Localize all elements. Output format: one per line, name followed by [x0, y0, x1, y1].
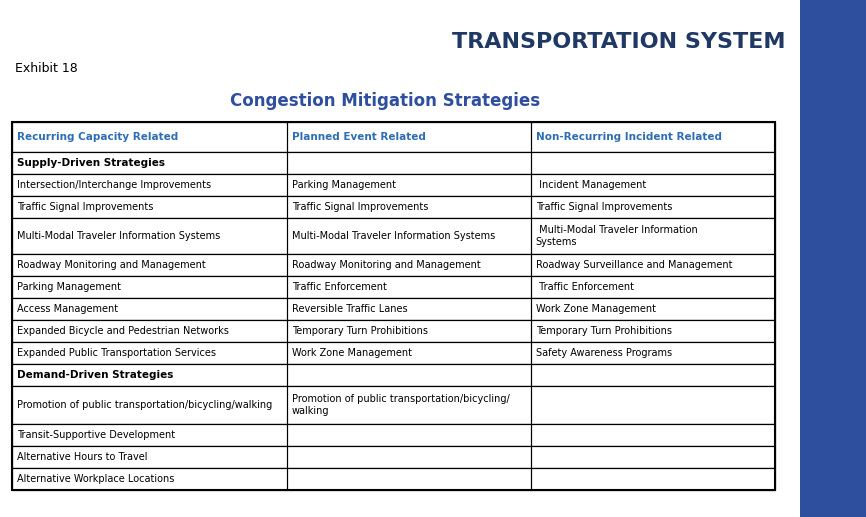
Text: Planned Event Related: Planned Event Related: [292, 132, 425, 142]
Bar: [12, 196, 287, 218]
Text: Congestion Mitigation Strategies: Congestion Mitigation Strategies: [230, 92, 540, 110]
Bar: [12, 174, 287, 196]
Bar: [287, 342, 531, 364]
Bar: [12, 196, 775, 218]
Bar: [12, 446, 287, 468]
Bar: [12, 468, 775, 490]
Text: Promotion of public transportation/bicycling/walking: Promotion of public transportation/bicyc…: [17, 400, 272, 410]
Text: Non-Recurring Incident Related: Non-Recurring Incident Related: [536, 132, 722, 142]
Bar: [12, 174, 775, 196]
Bar: [287, 152, 531, 174]
Bar: [287, 364, 531, 386]
Bar: [287, 196, 531, 218]
Bar: [12, 364, 287, 386]
Bar: [12, 386, 775, 424]
Text: Traffic Signal Improvements: Traffic Signal Improvements: [536, 202, 672, 212]
Bar: [12, 122, 287, 152]
Bar: [287, 446, 531, 468]
Text: Safety Awareness Programs: Safety Awareness Programs: [536, 348, 672, 358]
Text: Exhibit 18: Exhibit 18: [15, 62, 78, 75]
Bar: [531, 122, 775, 152]
Bar: [531, 174, 775, 196]
Bar: [12, 152, 775, 174]
Text: Transit-Supportive Development: Transit-Supportive Development: [17, 430, 175, 440]
Text: Reversible Traffic Lanes: Reversible Traffic Lanes: [292, 304, 407, 314]
Bar: [531, 446, 775, 468]
Bar: [531, 468, 775, 490]
Bar: [287, 424, 531, 446]
Bar: [287, 254, 531, 276]
Bar: [12, 342, 775, 364]
Bar: [12, 386, 287, 424]
Bar: [12, 122, 775, 152]
Bar: [287, 218, 531, 254]
Bar: [531, 276, 775, 298]
Bar: [531, 320, 775, 342]
Text: Multi-Modal Traveler Information Systems: Multi-Modal Traveler Information Systems: [17, 231, 220, 241]
Text: Access Management: Access Management: [17, 304, 118, 314]
Text: Traffic Enforcement: Traffic Enforcement: [292, 282, 386, 292]
Bar: [12, 446, 775, 468]
Text: Traffic Signal Improvements: Traffic Signal Improvements: [17, 202, 153, 212]
Text: Parking Management: Parking Management: [292, 180, 396, 190]
Text: Promotion of public transportation/bicycling/
walking: Promotion of public transportation/bicyc…: [292, 394, 509, 416]
Bar: [12, 424, 775, 446]
Bar: [12, 320, 775, 342]
Bar: [531, 254, 775, 276]
Text: Traffic Signal Improvements: Traffic Signal Improvements: [292, 202, 428, 212]
Text: Intersection/Interchange Improvements: Intersection/Interchange Improvements: [17, 180, 211, 190]
Bar: [12, 218, 775, 254]
Bar: [800, 0, 866, 517]
Bar: [531, 386, 775, 424]
Text: Multi-Modal Traveler Information
Systems: Multi-Modal Traveler Information Systems: [536, 225, 698, 247]
Text: Alternative Workplace Locations: Alternative Workplace Locations: [17, 474, 174, 484]
Bar: [287, 276, 531, 298]
Bar: [531, 298, 775, 320]
Text: Incident Management: Incident Management: [536, 180, 646, 190]
Bar: [12, 254, 775, 276]
Bar: [12, 122, 775, 490]
Bar: [12, 218, 287, 254]
Text: Work Zone Management: Work Zone Management: [536, 304, 656, 314]
Text: Alternative Hours to Travel: Alternative Hours to Travel: [17, 452, 147, 462]
Text: Traffic Enforcement: Traffic Enforcement: [536, 282, 634, 292]
Bar: [531, 196, 775, 218]
Text: Roadway Monitoring and Management: Roadway Monitoring and Management: [17, 260, 206, 270]
Bar: [287, 320, 531, 342]
Bar: [287, 386, 531, 424]
Bar: [531, 218, 775, 254]
Text: TRANSPORTATION SYSTEM: TRANSPORTATION SYSTEM: [451, 32, 785, 52]
Bar: [287, 174, 531, 196]
Bar: [287, 298, 531, 320]
Text: Roadway Surveillance and Management: Roadway Surveillance and Management: [536, 260, 733, 270]
Bar: [287, 122, 531, 152]
Bar: [12, 298, 287, 320]
Bar: [12, 364, 775, 386]
Bar: [12, 152, 287, 174]
Text: Multi-Modal Traveler Information Systems: Multi-Modal Traveler Information Systems: [292, 231, 495, 241]
Bar: [531, 364, 775, 386]
Text: Work Zone Management: Work Zone Management: [292, 348, 411, 358]
Text: Supply-Driven Strategies: Supply-Driven Strategies: [17, 158, 165, 168]
Text: Parking Management: Parking Management: [17, 282, 121, 292]
Text: Expanded Public Transportation Services: Expanded Public Transportation Services: [17, 348, 216, 358]
Bar: [531, 424, 775, 446]
Text: Temporary Turn Prohibitions: Temporary Turn Prohibitions: [292, 326, 428, 336]
Text: Expanded Bicycle and Pedestrian Networks: Expanded Bicycle and Pedestrian Networks: [17, 326, 229, 336]
Bar: [531, 342, 775, 364]
Bar: [287, 468, 531, 490]
Text: Temporary Turn Prohibitions: Temporary Turn Prohibitions: [536, 326, 672, 336]
Bar: [12, 468, 287, 490]
Bar: [12, 320, 287, 342]
Text: Roadway Monitoring and Management: Roadway Monitoring and Management: [292, 260, 481, 270]
Bar: [12, 342, 287, 364]
Bar: [12, 298, 775, 320]
Bar: [12, 254, 287, 276]
Bar: [531, 152, 775, 174]
Bar: [12, 276, 287, 298]
Text: Demand-Driven Strategies: Demand-Driven Strategies: [17, 370, 173, 380]
Bar: [12, 424, 287, 446]
Bar: [12, 276, 775, 298]
Text: Recurring Capacity Related: Recurring Capacity Related: [17, 132, 178, 142]
